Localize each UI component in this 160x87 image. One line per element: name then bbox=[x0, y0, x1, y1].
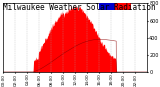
Text: Milwaukee Weather Solar Radiation: Milwaukee Weather Solar Radiation bbox=[3, 3, 156, 12]
Bar bbox=[115, 3, 131, 10]
Bar bbox=[99, 3, 115, 10]
